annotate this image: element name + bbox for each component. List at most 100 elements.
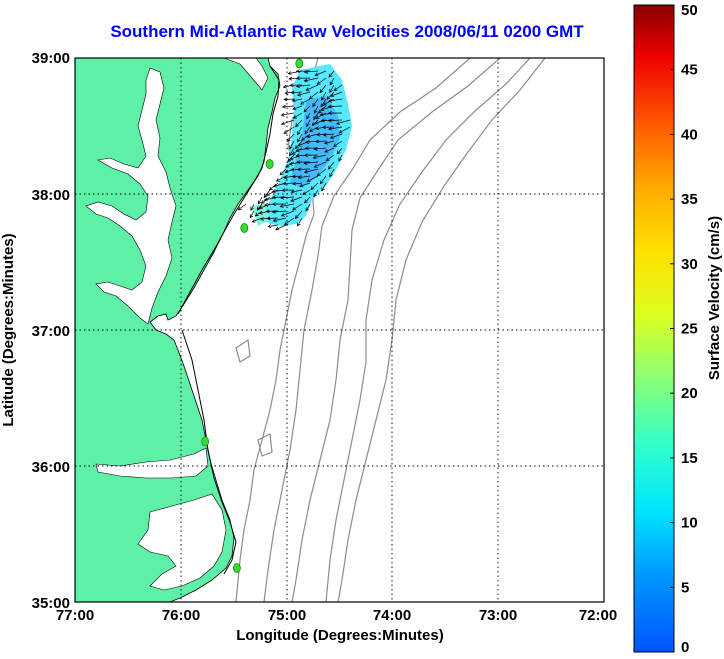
velocity-vector-head (286, 138, 291, 143)
velocity-vector (336, 119, 351, 125)
velocity-vector-head (329, 135, 334, 139)
velocity-vector-head (279, 204, 284, 208)
velocity-vector-head (257, 200, 262, 205)
velocity-vector-head (263, 194, 268, 199)
velocity-vector (306, 112, 311, 119)
velocity-vector (329, 168, 335, 177)
velocity-vector-head (322, 132, 327, 137)
velocity-vector-head (297, 131, 301, 136)
velocity-vector (292, 98, 303, 102)
delaware-bay (223, 58, 269, 91)
velocity-vector (321, 182, 327, 191)
velocity-vector (328, 119, 343, 121)
pamlico-sound (137, 493, 227, 591)
plot-frame (74, 57, 605, 603)
velocity-vector-head (333, 143, 338, 147)
velocity-vector-head (304, 146, 309, 151)
velocity-vector (306, 133, 319, 138)
velocity-vector (256, 203, 263, 211)
velocity-vector (276, 175, 287, 182)
velocity-vector-head (271, 202, 276, 207)
velocity-vector (299, 182, 311, 187)
velocity-vector (290, 196, 303, 202)
velocity-vector-head (320, 118, 325, 123)
albemarle-sound (95, 447, 209, 479)
velocity-vector-head (290, 90, 295, 95)
velocity-vector-head (280, 112, 285, 117)
velocity-vector (304, 77, 319, 82)
velocity-vector (329, 77, 335, 86)
velocity-vector-head (306, 115, 310, 120)
velocity-vector-head (319, 89, 324, 94)
velocity-vector (336, 147, 343, 155)
velocity-vector-head (325, 157, 330, 162)
velocity-vector (305, 84, 319, 91)
velocity-vector (293, 112, 303, 119)
velocity-vector (297, 91, 311, 96)
velocity-vector (297, 126, 303, 135)
velocity-vector (289, 147, 295, 156)
velocity-vector-head (316, 81, 321, 85)
velocity-vector-head (288, 76, 293, 81)
velocity-vector-head (282, 181, 287, 186)
velocity-vector (281, 119, 295, 125)
velocity-vector-head (319, 180, 324, 185)
contour-mid-2 (291, 58, 501, 602)
velocity-shading-core (290, 96, 340, 188)
velocity-vector (315, 140, 327, 142)
velocity-vector (316, 77, 327, 85)
velocity-vector (281, 112, 295, 116)
velocity-vector-head (328, 165, 332, 170)
velocity-vector-head (295, 123, 300, 128)
velocity-vector-head (299, 101, 304, 105)
velocity-vector-head (280, 212, 285, 217)
velocity-vector-head (281, 188, 286, 193)
velocity-vector (249, 210, 255, 218)
velocity-vector (314, 70, 327, 76)
velocity-vector-head (294, 145, 299, 150)
velocity-vector-head (321, 125, 326, 130)
velocity-vector-head (324, 149, 329, 153)
velocity-vectors (237, 69, 351, 231)
velocity-vector-head (295, 148, 300, 153)
velocity-vector-head (329, 173, 333, 178)
velocity-vector-head (313, 147, 318, 151)
velocity-vector-head (327, 111, 332, 115)
velocity-vector (313, 189, 319, 197)
velocity-vector-head (316, 132, 321, 137)
velocity-vector (338, 126, 351, 134)
velocity-vector (272, 210, 287, 213)
velocity-vector-head (301, 137, 305, 141)
velocity-vector (295, 210, 303, 219)
velocity-vector (309, 91, 319, 100)
velocity-vector-head (317, 109, 322, 114)
x-axis-label: Longitude (Degrees:Minutes) (236, 627, 444, 644)
velocity-vector-head (284, 221, 289, 226)
velocity-vector-head (336, 150, 341, 155)
velocity-vector (315, 112, 327, 119)
velocity-vector-head (313, 164, 318, 168)
velocity-vector-head (258, 205, 263, 210)
velocity-vector (284, 98, 295, 100)
grid-lines (75, 58, 604, 602)
velocity-vector-head (295, 76, 300, 81)
velocity-vector-head (304, 130, 309, 135)
velocity-vector (237, 203, 247, 211)
velocity-vector-head (272, 183, 277, 188)
velocity-vector (307, 175, 319, 182)
velocity-vector (319, 84, 327, 93)
velocity-vector-head (319, 112, 324, 117)
velocity-vector-head (275, 178, 280, 182)
velocity-vector-head (249, 214, 254, 219)
velocity-vector (323, 133, 335, 136)
velocity-vector (280, 196, 295, 199)
velocity-vector-head (258, 211, 263, 215)
velocity-vector (304, 161, 319, 164)
colorbar-label: Surface Velocity (cm/s) (706, 216, 723, 380)
velocity-vector-head (285, 164, 290, 168)
velocity-vector-head (314, 120, 319, 125)
velocity-vector-head (304, 199, 308, 204)
velocity-vector (282, 105, 295, 108)
velocity-vector-head (333, 87, 338, 91)
velocity-vector (291, 189, 303, 193)
